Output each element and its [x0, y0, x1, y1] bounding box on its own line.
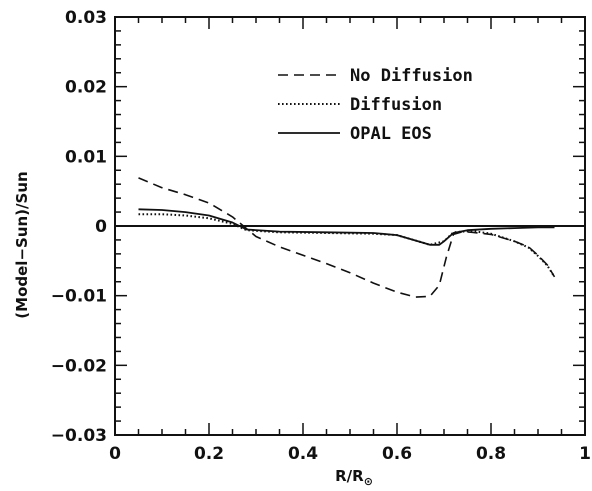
legend-label: OPAL EOS — [350, 124, 432, 144]
series-line-opal-eos — [138, 208, 555, 246]
y-tick-label: −0.03 — [51, 426, 107, 446]
x-axis-label-subscript: ⊙ — [364, 475, 373, 488]
legend: No Diffusion Diffusion OPAL EOS — [278, 66, 473, 144]
y-tick-label: −0.02 — [51, 356, 107, 376]
y-tick-label: 0.03 — [65, 8, 107, 28]
tick-labels: 0 0.2 0.4 0.6 0.8 1 0.03 0.02 0.01 0 −0.01 −0.02 −0.… — [51, 8, 591, 464]
x-axis-label: R/R⊙ — [335, 467, 373, 488]
x-tick-label: 0.2 — [194, 444, 224, 464]
series-line-no-diffusion — [138, 177, 556, 298]
x-tick-label: 0 — [109, 444, 121, 464]
x-tick-label: 0.6 — [382, 444, 412, 464]
legend-label: No Diffusion — [350, 66, 473, 86]
series-layer — [138, 177, 556, 298]
y-tick-label: −0.01 — [51, 287, 107, 307]
y-axis-label: (Model−Sun)/Sun — [13, 171, 31, 318]
plot-frame — [114, 16, 586, 436]
y-tick-label: 0.02 — [65, 78, 107, 98]
x-tick-label: 1 — [579, 444, 591, 464]
x-tick-label: 0.4 — [288, 444, 318, 464]
legend-label: Diffusion — [350, 95, 442, 115]
x-tick-label: 0.8 — [476, 444, 506, 464]
y-tick-label: 0.01 — [65, 147, 107, 167]
y-tick-label: 0 — [95, 217, 107, 237]
series-line-diffusion — [138, 213, 556, 278]
